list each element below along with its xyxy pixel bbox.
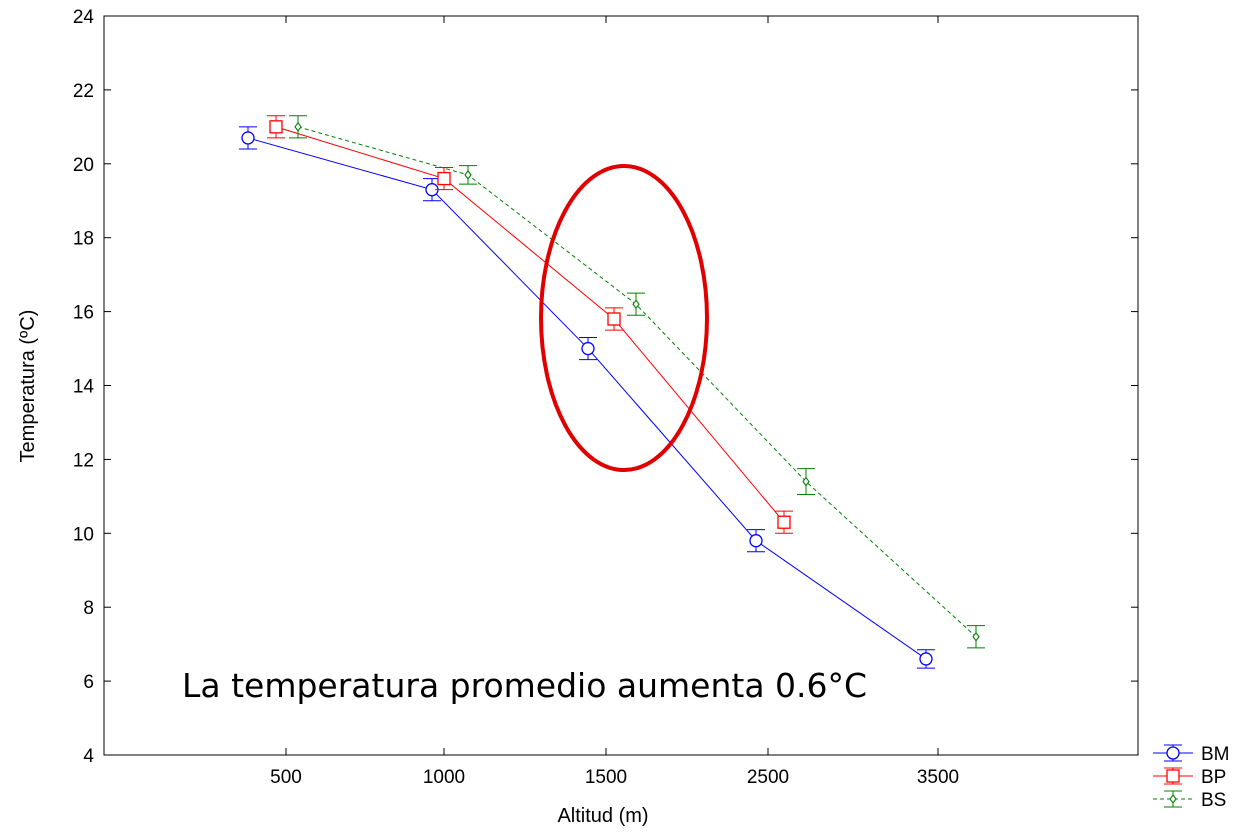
y-tick-label: 22: [73, 81, 94, 102]
y-tick-label: 6: [83, 672, 94, 693]
y-axis-title: Temperatura (ºC): [17, 310, 39, 463]
x-tick-label: 2500: [747, 767, 789, 788]
series-line-bm: [247, 137, 927, 660]
legend-item-bs: BS: [1153, 790, 1226, 811]
y-axis: 4 6 8 10 12 14 16 18 20 22 24: [73, 7, 1138, 767]
highlight-layer: [539, 164, 709, 472]
y-tick-label: 20: [73, 155, 94, 176]
legend-marker-bm: [1166, 746, 1180, 760]
plot-border: [103, 15, 1139, 756]
x-axis: 500 1000 1500 2500 3500: [270, 16, 959, 788]
series-bm: [239, 126, 935, 669]
data-point-bm: [241, 131, 255, 145]
y-tick-label: 4: [83, 746, 94, 767]
y-tick-label: 14: [73, 377, 95, 398]
x-tick-label: 1000: [423, 767, 465, 788]
y-tick-label: 16: [73, 303, 94, 324]
data-point-bs: [632, 299, 640, 310]
series-line-bs: [297, 126, 977, 638]
legend-marker-bp: [1166, 769, 1180, 783]
data-point-bp: [269, 120, 283, 134]
y-tick-label: 12: [73, 450, 94, 471]
legend-label: BP: [1201, 767, 1226, 788]
series-layer: [239, 115, 985, 669]
series-line-bp: [275, 126, 785, 523]
series-bs: [289, 115, 985, 649]
legend-item-bp: BP: [1153, 767, 1226, 788]
data-point-bm: [919, 652, 933, 666]
y-tick-label: 18: [73, 229, 94, 250]
data-point-bs: [802, 476, 810, 487]
legend-label: BM: [1201, 744, 1230, 765]
data-point-bs: [294, 121, 302, 132]
data-point-bs: [464, 169, 472, 180]
highlight-ellipse: [539, 164, 709, 472]
legend-label: BS: [1201, 790, 1226, 811]
x-tick-label: 1500: [585, 767, 627, 788]
data-point-bm: [581, 341, 595, 356]
data-point-bs: [972, 631, 980, 642]
y-tick-label: 24: [73, 7, 95, 28]
series-bp: [267, 115, 793, 534]
x-axis-title: Altitud (m): [557, 805, 648, 827]
data-point-bp: [607, 312, 621, 326]
legend-marker-bs: [1169, 794, 1177, 804]
x-tick-label: 500: [270, 767, 302, 788]
data-point-bm: [749, 534, 763, 548]
legend-item-bm: BM: [1153, 744, 1230, 765]
y-tick-label: 8: [83, 598, 94, 619]
data-point-bp: [777, 515, 791, 529]
y-tick-label: 10: [73, 524, 94, 545]
plot-area: [103, 15, 1139, 756]
x-tick-label: 3500: [917, 767, 959, 788]
data-point-bp: [437, 171, 451, 186]
annotation-text: La temperatura promedio aumenta 0.6°C: [182, 666, 867, 705]
